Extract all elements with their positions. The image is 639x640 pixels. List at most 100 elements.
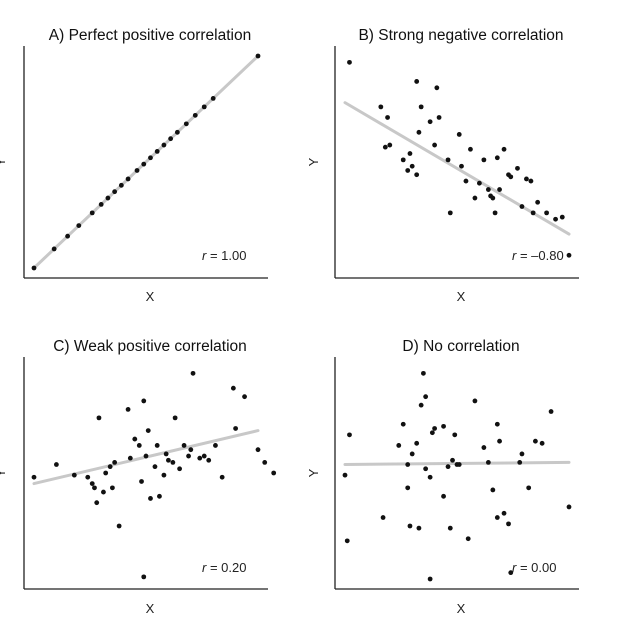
panel-c-data-point xyxy=(154,443,160,448)
panel-c-data-point xyxy=(148,496,153,501)
panel-a-data-point xyxy=(168,136,174,142)
panel-b-data-point xyxy=(418,104,424,110)
panel-a-data-point xyxy=(89,210,95,216)
panel-b-title: B) Strong negative correlation xyxy=(358,27,563,44)
panel-d-data-point xyxy=(494,515,500,520)
panel-b-data-point xyxy=(501,146,507,152)
panel-d-r-annotation: r = 0.00 xyxy=(512,560,556,575)
panel-c-data-point xyxy=(89,481,95,486)
panel-c-data-point xyxy=(31,474,37,480)
panel-d-x-label: X xyxy=(457,601,466,616)
panel-d-data-point xyxy=(423,394,429,400)
panel-d-data-point xyxy=(519,451,525,457)
panel-b-data-point xyxy=(409,163,415,169)
panel-b-data-point xyxy=(400,157,406,163)
panel-b-plot xyxy=(334,46,579,279)
panel-a-x-label: X xyxy=(146,289,155,304)
panel-b-data-point xyxy=(485,187,491,192)
panel-a-data-point xyxy=(105,195,111,201)
panel-a-data-point xyxy=(154,149,160,154)
panel-a-data-point xyxy=(201,104,207,110)
panel-c-r-annotation: r = 0.20 xyxy=(202,560,246,575)
panel-c-title: C) Weak positive correlation xyxy=(53,338,247,355)
panel-d: D) No correlation X Y r = 0.00 xyxy=(306,338,579,616)
panel-b-data-point xyxy=(472,195,478,201)
panel-b-data-point xyxy=(528,178,534,184)
panel-a-r-value: = 1.00 xyxy=(210,248,247,263)
panel-c-data-point xyxy=(219,474,225,480)
panel-c-data-point xyxy=(172,415,178,421)
panel-a-data-point xyxy=(134,168,140,173)
panel-b-data-point xyxy=(434,85,440,91)
panel-c-r-symbol: r xyxy=(202,560,207,575)
panel-b-data-point xyxy=(492,210,498,216)
panel-b-data-point xyxy=(544,210,549,216)
panel-b-data-point xyxy=(535,199,541,205)
panel-c-data-point xyxy=(107,464,113,470)
panel-c-data-point xyxy=(141,398,147,404)
panel-b-data-point xyxy=(530,210,536,216)
panel-b-data-point xyxy=(387,142,393,148)
panel-c-data-point xyxy=(181,443,187,448)
panel-a-data-point xyxy=(183,121,189,127)
panel-a-title: A) Perfect positive correlation xyxy=(49,27,251,44)
panel-b: B) Strong negative correlation X Y r = –… xyxy=(306,27,579,304)
panel-b-data-point xyxy=(456,132,462,137)
panel-d-title: D) No correlation xyxy=(402,338,519,355)
panel-d-data-point xyxy=(441,423,446,429)
panel-b-trend-line xyxy=(343,101,571,236)
panel-b-r-symbol: r xyxy=(512,248,517,263)
panel-c: C) Weak positive correlation X Y r = 0.2… xyxy=(0,338,277,616)
panel-b-y-label: Y xyxy=(306,157,321,166)
panel-c-data-point xyxy=(233,426,239,431)
panel-c-data-point xyxy=(190,370,196,376)
panel-c-r-value: = 0.20 xyxy=(210,560,247,575)
panel-d-data-point xyxy=(485,460,491,465)
panel-c-data-point xyxy=(242,394,247,400)
panel-d-data-point xyxy=(508,570,514,576)
panel-b-data-point xyxy=(468,146,473,152)
panel-a-data-point xyxy=(98,202,104,207)
panel-d-data-point xyxy=(481,445,487,450)
panel-a-data-point xyxy=(118,182,124,188)
panel-c-data-point xyxy=(112,460,118,465)
panel-c-data-point xyxy=(186,453,191,459)
panel-b-data-point xyxy=(447,210,453,216)
panel-c-data-point xyxy=(141,574,147,580)
panel-a-trend-line xyxy=(32,54,260,270)
panel-b-r-annotation: r = –0.80 xyxy=(512,248,564,263)
panel-c-data-point xyxy=(177,466,183,472)
panel-b-data-point xyxy=(347,59,352,65)
panel-a-data-point xyxy=(192,112,198,118)
panel-d-data-point xyxy=(414,440,420,446)
panel-c-data-point xyxy=(152,464,158,470)
panel-a-plot xyxy=(23,46,268,279)
panel-c-data-point xyxy=(96,415,102,421)
panel-a-data-point xyxy=(141,161,147,167)
panel-c-data-point xyxy=(71,472,77,478)
panel-b-data-point xyxy=(414,172,420,178)
panel-c-data-point xyxy=(163,451,169,457)
panel-d-data-point xyxy=(432,426,437,431)
panel-c-data-point xyxy=(188,447,194,453)
panel-b-data-point xyxy=(414,79,420,84)
panel-b-data-point xyxy=(559,214,565,220)
panel-d-data-point xyxy=(517,460,523,465)
panel-d-data-point xyxy=(566,504,572,510)
panel-b-data-point xyxy=(494,155,500,161)
panel-c-data-point xyxy=(201,453,207,459)
panel-d-data-point xyxy=(450,457,455,463)
panel-c-data-point xyxy=(110,485,115,491)
panel-c-plot xyxy=(23,357,277,590)
panel-d-y-label: Y xyxy=(306,468,321,477)
panel-d-data-point xyxy=(409,451,415,457)
panel-d-data-point xyxy=(407,523,413,529)
panel-d-data-point xyxy=(427,474,433,480)
panel-a-data-point xyxy=(51,246,57,252)
panel-a-data-point xyxy=(210,96,216,101)
panel-b-data-point xyxy=(481,157,487,163)
panel-d-data-point xyxy=(405,462,411,467)
panel-d-data-point xyxy=(423,466,429,472)
panel-b-data-point xyxy=(407,151,413,156)
panel-a-data-point xyxy=(76,223,82,229)
